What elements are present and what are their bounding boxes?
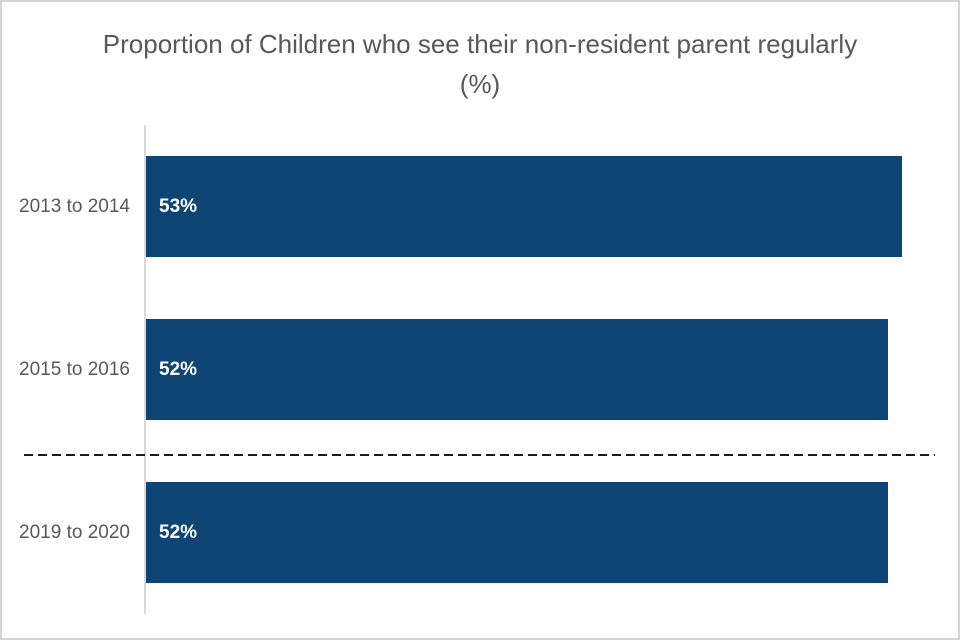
- bar-value-label: 53%: [159, 195, 198, 217]
- plot-area: 2013 to 2014 53% 2015 to 2016 52% 2019 to 20…: [2, 125, 935, 614]
- category-label: 2019 to 2020: [19, 521, 130, 543]
- bar-value-label: 52%: [159, 521, 198, 543]
- bar-value-label: 52%: [159, 358, 198, 380]
- bar-row: 2015 to 2016 52%: [2, 288, 935, 451]
- category-label: 2013 to 2014: [19, 195, 130, 217]
- series-break-dashed-line: [24, 454, 935, 456]
- bar: 52%: [146, 482, 888, 583]
- bar: 53%: [146, 156, 902, 257]
- y-axis-line: [144, 125, 146, 614]
- category-label: 2015 to 2016: [19, 358, 130, 380]
- chart-title: Proportion of Children who see their non…: [102, 29, 858, 100]
- bar-row: 2013 to 2014 53%: [2, 125, 935, 288]
- bar-row: 2019 to 2020 52%: [2, 451, 935, 614]
- bar: 52%: [146, 319, 888, 420]
